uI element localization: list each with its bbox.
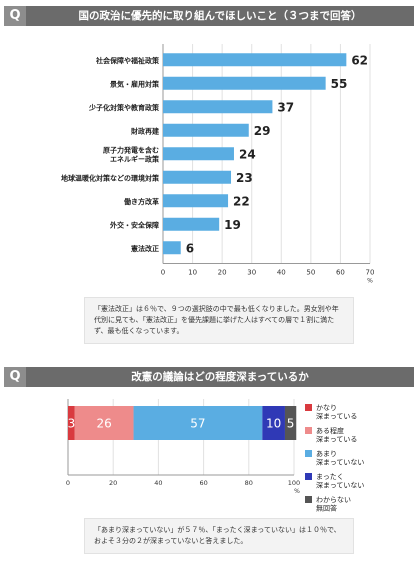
category-label: 地球温暖化対策などの環境対策	[61, 173, 160, 182]
legend-label: あまり	[316, 450, 337, 458]
stacked-segment	[284, 406, 297, 440]
legend-label: 深まっていない	[316, 458, 364, 467]
bar	[163, 76, 326, 90]
bar-value-label: 55	[331, 77, 348, 91]
category-label: 外交・安全保障	[110, 220, 159, 229]
legend-label: 無回答	[316, 504, 337, 513]
stacked-segment	[68, 406, 75, 440]
segment-value-label: 3	[68, 417, 76, 431]
bar	[163, 170, 232, 184]
legend-swatch	[305, 496, 312, 503]
x-tick-label: 0	[161, 269, 165, 277]
category-label: 原子力発電を含む	[103, 145, 159, 154]
section1-note: 「憲法改正」は６％で、９つの選択肢の中で最も低くなりました。男女別や年代別に見て…	[84, 297, 354, 344]
segment-value-label: 10	[266, 417, 281, 431]
x-unit-label: %	[367, 278, 373, 285]
debate-stacked-chart: 0 20 40 60 80 100%3 26 57 10 5かなり深まっているある程度深まっている…	[66, 399, 364, 513]
bar-value-label: 6	[186, 241, 194, 255]
x-unit-label: %	[294, 488, 300, 495]
legend-swatch	[305, 473, 312, 480]
bar-value-label: 23	[236, 171, 253, 185]
x-tick-label: 20	[218, 269, 227, 277]
category-label: 憲法改正	[130, 244, 159, 253]
category-label: 社会保障や福祉政策	[95, 56, 160, 65]
x-tick-label: 50	[306, 269, 315, 277]
legend-label: かなり	[316, 404, 337, 412]
bar-value-label: 62	[351, 53, 368, 67]
bar	[163, 241, 181, 255]
bar	[163, 147, 234, 161]
bar-value-label: 19	[224, 218, 241, 232]
bar-value-label: 29	[254, 124, 271, 138]
legend-swatch	[305, 427, 312, 434]
legend-swatch	[305, 404, 312, 411]
section1-title: 国の政治に優先的に取り組んでほしいこと（３つまで回答）	[78, 10, 362, 22]
priority-bar-chart: 0 10 20 30 40 50 60 70% 62 社会保障や福祉政策 55 景気・雇用対策 37 少子…	[61, 44, 375, 285]
question-marker-2: Q	[4, 367, 26, 387]
x-tick-label: 70	[366, 269, 375, 277]
legend-label: 深まっている	[316, 412, 357, 421]
bar	[163, 194, 229, 208]
bar-value-label: 24	[239, 147, 256, 161]
bar-value-label: 37	[277, 100, 294, 114]
legend-label: わからない	[316, 496, 351, 504]
category-label: 財政再建	[130, 126, 160, 135]
bar	[163, 53, 347, 67]
stacked-segment	[262, 406, 285, 440]
bar	[163, 100, 273, 114]
x-tick-label: 30	[247, 269, 256, 277]
segment-value-label: 5	[287, 417, 295, 431]
stacked-segment	[74, 406, 134, 440]
legend-label: 深まっていない	[316, 481, 364, 490]
x-tick-label: 10	[188, 269, 197, 277]
x-tick-label: 60	[199, 479, 207, 487]
bar-value-label: 22	[233, 194, 250, 208]
bar	[163, 217, 220, 231]
legend-label: まったく	[316, 473, 344, 481]
category-label: 少子化対策や教育政策	[88, 103, 160, 112]
section1-header: Q 国の政治に優先的に取り組んでほしいこと（３つまで回答）	[4, 6, 414, 26]
section2-header: Q 改憲の議論はどの程度深まっているか	[4, 367, 414, 387]
x-tick-label: 40	[154, 479, 162, 487]
legend-label: 深まっている	[316, 435, 357, 444]
legend-swatch	[305, 450, 312, 457]
category-label: エネルギー政策	[110, 154, 160, 163]
segment-value-label: 57	[190, 417, 205, 431]
x-tick-label: 40	[277, 269, 286, 277]
segment-value-label: 26	[97, 417, 112, 431]
category-label: 景気・雇用対策	[109, 79, 160, 88]
bar	[163, 123, 249, 137]
x-tick-label: 0	[66, 479, 70, 487]
question-marker: Q	[4, 6, 26, 26]
legend-label: ある程度	[316, 426, 344, 435]
x-tick-label: 80	[245, 479, 253, 487]
x-tick-label: 20	[109, 479, 117, 487]
x-tick-label: 60	[336, 269, 345, 277]
category-label: 働き方改革	[123, 197, 159, 206]
stacked-segment	[133, 406, 263, 440]
x-tick-label: 100	[288, 479, 300, 487]
section2-title: 改憲の議論はどの程度深まっているか	[131, 371, 309, 383]
section2-note: 「あまり深まっていない」が５７％、「まったく深まっていない」は１０％で、およそ３…	[84, 518, 354, 554]
